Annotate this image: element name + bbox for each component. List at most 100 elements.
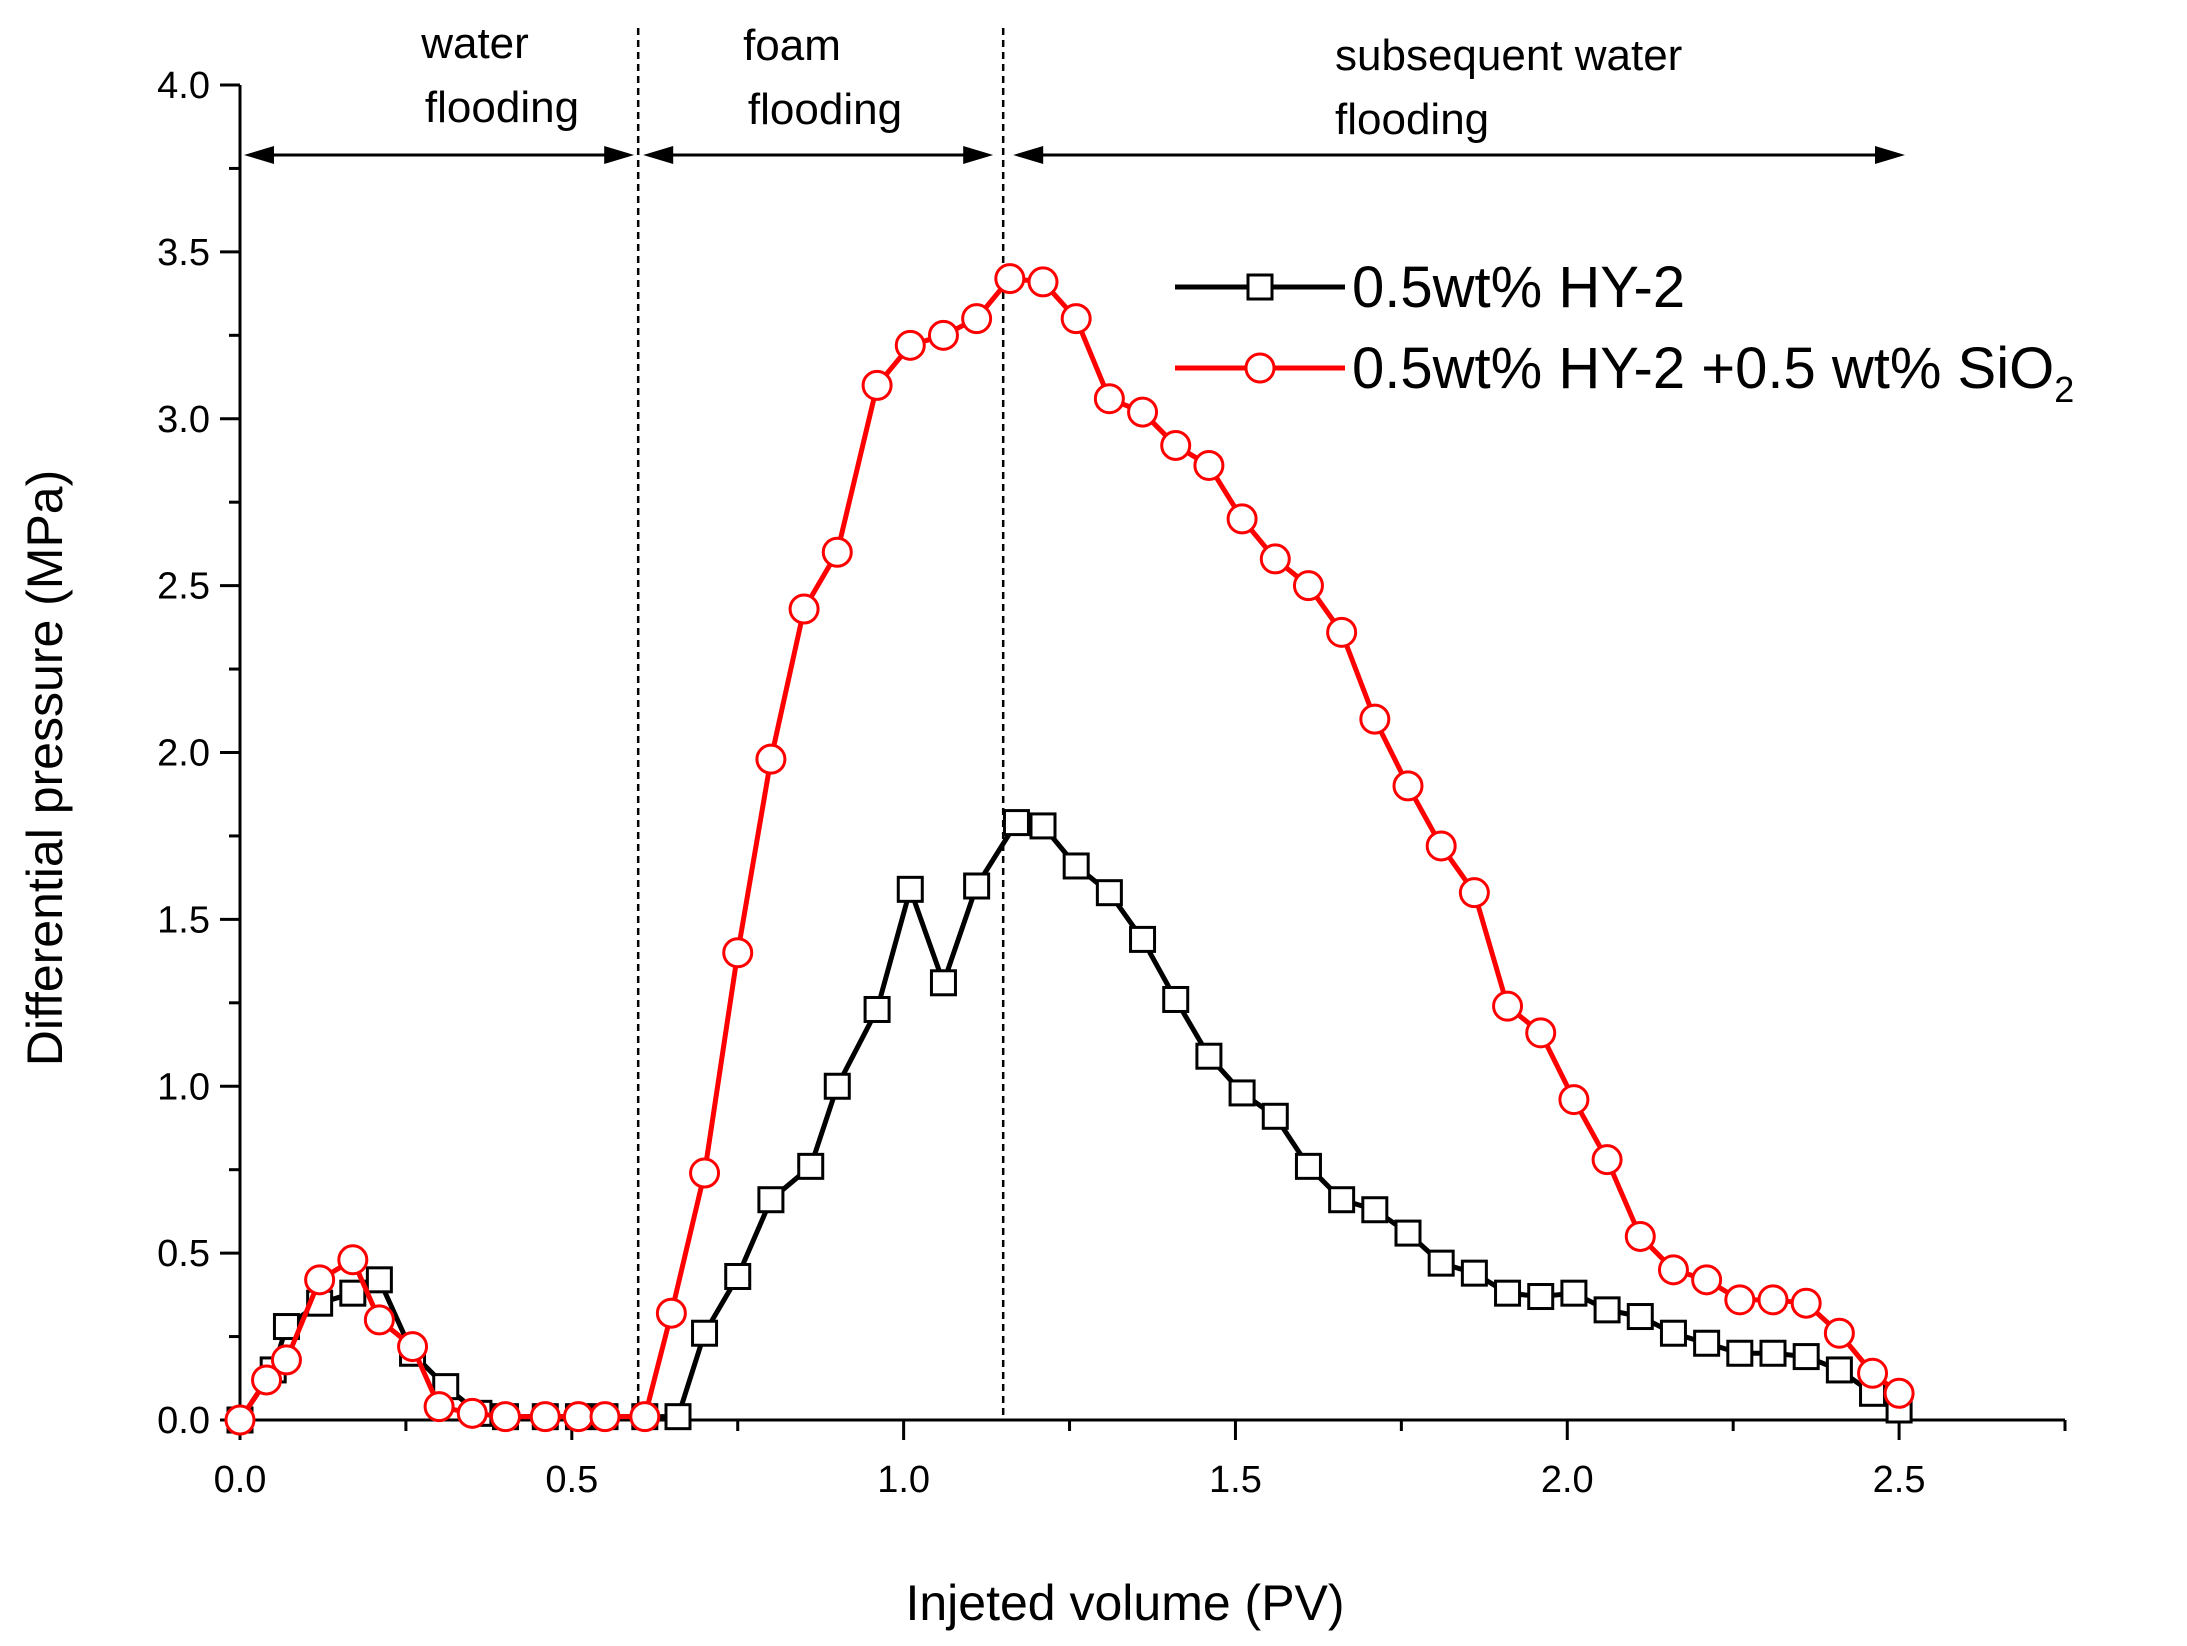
phase-arrow-head-left <box>244 146 274 164</box>
data-point <box>1095 879 1123 907</box>
data-point <box>724 1262 752 1290</box>
data-point <box>1062 852 1090 880</box>
data-point <box>961 303 993 335</box>
data-point <box>1560 1279 1588 1307</box>
data-point <box>655 1297 687 1329</box>
data-point <box>1726 1339 1754 1367</box>
legend-label-text: 0.5wt% HY-2 <box>1352 255 1685 320</box>
data-point <box>1027 266 1059 298</box>
data-point <box>456 1397 488 1429</box>
data-point <box>1127 396 1159 428</box>
data-point <box>562 1401 594 1433</box>
phase-arrow-head-right <box>604 146 635 164</box>
data-point <box>1494 1279 1522 1307</box>
legend: 0.5wt% HY-2 0.5wt% HY-2 +0.5 wt% SiO2 <box>1175 255 2074 410</box>
data-point <box>1458 877 1490 909</box>
data-point <box>691 1319 719 1347</box>
data-point <box>1228 1079 1256 1107</box>
phase-arrow-head-left <box>643 146 674 164</box>
data-point <box>1193 449 1225 481</box>
data-point <box>1857 1357 1889 1389</box>
phase-label-line1: foam <box>743 21 841 70</box>
y-tick-label: 0.5 <box>157 1233 210 1275</box>
x-tick-label: 2.0 <box>1541 1459 1594 1501</box>
y-tick-label: 1.0 <box>157 1066 210 1108</box>
data-point <box>1328 1186 1356 1214</box>
data-point <box>489 1401 521 1433</box>
data-point <box>1757 1284 1789 1316</box>
data-point <box>629 1401 661 1433</box>
data-point <box>963 872 991 900</box>
data-point <box>423 1391 455 1423</box>
data-point <box>1361 1196 1389 1224</box>
phase-annotations: water flooding foam flooding subsequent wate… <box>244 19 1905 1420</box>
data-point <box>927 319 959 351</box>
data-point <box>1261 1102 1289 1130</box>
data-point <box>1029 812 1057 840</box>
data-point <box>251 1364 283 1396</box>
data-point <box>1624 1220 1656 1252</box>
legend-marker <box>1246 273 1274 301</box>
data-point <box>1093 383 1125 415</box>
data-point <box>797 1152 825 1180</box>
series-hy2 <box>226 809 1913 1434</box>
data-point <box>1527 1283 1555 1311</box>
data-point <box>1693 1329 1721 1357</box>
data-point <box>689 1157 721 1189</box>
series-line <box>237 820 1901 1422</box>
x-tick-label: 1.0 <box>877 1459 930 1501</box>
data-point <box>1492 990 1524 1022</box>
data-point <box>1724 1284 1756 1316</box>
data-point <box>757 1186 785 1214</box>
data-point <box>821 536 853 568</box>
phase-arrow-head-right <box>1875 146 1905 164</box>
y-tick-label: 4.0 <box>157 65 210 107</box>
data-point <box>1195 1042 1223 1070</box>
y-tick-label: 1.5 <box>157 899 210 941</box>
data-point <box>1558 1084 1590 1116</box>
data-point <box>1294 1152 1322 1180</box>
data-point <box>1292 570 1324 602</box>
legend-label-text: 0.5wt% HY-2 +0.5 wt% SiO <box>1352 336 2054 401</box>
data-point <box>1060 303 1092 335</box>
data-point <box>1659 1319 1687 1347</box>
y-tick-label: 0.0 <box>157 1400 210 1442</box>
data-point <box>894 329 926 361</box>
data-point <box>1790 1287 1822 1319</box>
series-hy2-sio2 <box>224 263 1915 1436</box>
data-point <box>664 1403 692 1431</box>
data-point <box>929 969 957 997</box>
phase-arrow-head-left <box>1013 146 1044 164</box>
data-point <box>1129 925 1157 953</box>
legend-label-subscript: 2 <box>2054 369 2074 410</box>
data-point <box>1825 1356 1853 1384</box>
data-point <box>1626 1303 1654 1331</box>
data-point <box>529 1401 561 1433</box>
phase-label-line2: flooding <box>748 85 902 134</box>
data-point <box>363 1304 395 1336</box>
y-tick-label: 3.0 <box>157 399 210 441</box>
data-point <box>339 1279 367 1307</box>
data-point <box>589 1401 621 1433</box>
phase-label-line2: flooding <box>425 83 579 132</box>
data-point <box>224 1404 256 1436</box>
data-point <box>1823 1317 1855 1349</box>
data-point <box>1792 1343 1820 1371</box>
legend-label: 0.5wt% HY-2 +0.5 wt% SiO2 <box>1352 336 2074 410</box>
data-point <box>1326 616 1358 648</box>
data-point <box>1460 1259 1488 1287</box>
y-axis-title: Differential pressure (MPa) <box>17 470 73 1067</box>
data-point <box>337 1244 369 1276</box>
data-point <box>365 1266 393 1294</box>
data-point <box>1425 830 1457 862</box>
data-point <box>861 369 893 401</box>
data-point <box>1883 1377 1915 1409</box>
data-point <box>788 593 820 625</box>
data-point <box>1259 543 1291 575</box>
data-point <box>1427 1249 1455 1277</box>
data-point <box>1359 703 1391 735</box>
data-point <box>755 743 787 775</box>
data-point <box>1691 1264 1723 1296</box>
data-point <box>863 995 891 1023</box>
data-point <box>722 937 754 969</box>
